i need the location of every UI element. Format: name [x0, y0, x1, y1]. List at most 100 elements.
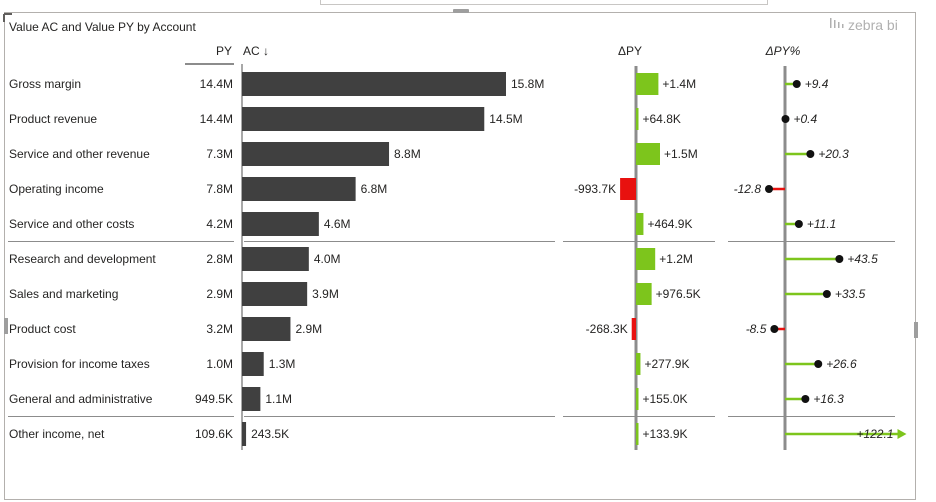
category-label[interactable]: Operating income — [9, 182, 104, 196]
delta-percent-label: +26.6 — [826, 357, 857, 371]
visual-drag-handle-icon[interactable] — [453, 9, 469, 13]
delta-percent-pin-head[interactable] — [814, 360, 823, 368]
ac-value-label: 4.0M — [314, 252, 341, 266]
category-label[interactable]: Sales and marketing — [9, 287, 118, 301]
ac-bar[interactable] — [242, 422, 247, 446]
py-value-label: 1.0M — [206, 357, 233, 371]
category-label[interactable]: Gross margin — [9, 77, 81, 91]
category-label[interactable]: Other income, net — [9, 427, 105, 441]
resize-handle-left-icon[interactable] — [4, 318, 8, 334]
ac-bar[interactable] — [242, 72, 506, 96]
delta-py-bar[interactable] — [631, 318, 636, 340]
category-label[interactable]: Research and development — [9, 252, 156, 266]
logo-stripe-icon — [830, 18, 832, 28]
delta-py-bar[interactable] — [636, 388, 639, 410]
category-label[interactable]: Service and other costs — [9, 217, 134, 231]
py-value-label: 109.6K — [195, 427, 233, 441]
delta-percent-pin-head[interactable] — [822, 290, 831, 298]
header-delta-py-percent[interactable]: ΔPY% — [765, 44, 801, 58]
chart-title: Value AC and Value PY by Account — [9, 20, 196, 34]
ac-bar[interactable] — [242, 247, 309, 271]
delta-percent-pin-head[interactable] — [781, 115, 790, 123]
delta-py-label: +155.0K — [643, 392, 688, 406]
ac-value-label: 8.8M — [394, 147, 421, 161]
delta-py-bar[interactable] — [636, 143, 660, 165]
delta-py-bar[interactable] — [636, 248, 656, 270]
header-ac[interactable]: AC ↓ — [243, 44, 269, 58]
ac-bar[interactable] — [242, 317, 291, 341]
delta-percent-pin-head[interactable] — [770, 325, 779, 333]
ac-bar[interactable] — [242, 282, 308, 306]
brand-label: zebra bi — [848, 17, 898, 33]
delta-py-bar[interactable] — [636, 73, 659, 95]
header-py[interactable]: PY — [216, 44, 232, 58]
delta-py-label: +133.9K — [643, 427, 688, 441]
py-value-label: 2.9M — [206, 287, 233, 301]
logo-stripe-icon — [834, 20, 836, 28]
delta-percent-label: +9.4 — [805, 77, 829, 91]
category-label[interactable]: Product cost — [9, 322, 76, 336]
ac-value-label: 1.1M — [265, 392, 292, 406]
delta-percent-pin-head[interactable] — [835, 255, 844, 263]
delta-py-bar[interactable] — [636, 283, 652, 305]
overflow-arrow-icon — [897, 429, 907, 439]
py-value-label: 14.4M — [200, 112, 233, 126]
delta-py-bar[interactable] — [636, 353, 641, 375]
ac-value-label: 2.9M — [295, 322, 322, 336]
delta-py-bar[interactable] — [636, 108, 639, 130]
ac-bar[interactable] — [242, 107, 485, 131]
ac-value-label: 15.8M — [511, 77, 544, 91]
delta-percent-pin-head[interactable] — [801, 395, 810, 403]
chart-rows: Gross margin 14.4M 15.8M +1.4M +9.4 Product r… — [8, 64, 907, 450]
delta-percent-label: -12.8 — [734, 182, 762, 196]
delta-percent-label: +11.1 — [807, 217, 836, 231]
ac-bar[interactable] — [242, 177, 356, 201]
delta-percent-pin-head[interactable] — [806, 150, 815, 158]
delta-percent-label: +16.3 — [813, 392, 844, 406]
category-label[interactable]: Provision for income taxes — [9, 357, 150, 371]
ac-bar[interactable] — [242, 212, 319, 236]
delta-py-label: +976.5K — [656, 287, 701, 301]
category-label[interactable]: Service and other revenue — [9, 147, 150, 161]
ac-bar[interactable] — [242, 352, 264, 376]
ac-value-label: 4.6M — [324, 217, 351, 231]
py-value-label: 7.8M — [206, 182, 233, 196]
py-value-label: 949.5K — [195, 392, 233, 406]
delta-py-label: +64.8K — [643, 112, 681, 126]
focus-corner-icon — [3, 13, 12, 22]
logo-stripe-icon — [838, 22, 840, 28]
delta-percent-pin-head[interactable] — [794, 220, 803, 228]
category-label[interactable]: General and administrative — [9, 392, 153, 406]
ac-bar[interactable] — [242, 387, 261, 411]
ac-value-label: 14.5M — [489, 112, 522, 126]
ac-bar[interactable] — [242, 142, 390, 166]
delta-py-bar[interactable] — [636, 213, 644, 235]
delta-py-bar[interactable] — [620, 178, 636, 200]
ac-value-label: 6.8M — [361, 182, 388, 196]
delta-py-label: +277.9K — [644, 357, 689, 371]
py-value-label: 2.8M — [206, 252, 233, 266]
delta-py-label: -993.7K — [574, 182, 616, 196]
delta-percent-pin-head[interactable] — [792, 80, 801, 88]
delta-percent-label: +20.3 — [818, 147, 849, 161]
delta-percent-label: +0.4 — [794, 112, 818, 126]
resize-handle-right-icon[interactable] — [914, 322, 918, 338]
zebra-bi-logo: zebra bi — [830, 17, 898, 33]
delta-py-label: +464.9K — [647, 217, 692, 231]
delta-py-bar[interactable] — [636, 423, 639, 445]
ac-value-label: 243.5K — [251, 427, 289, 441]
delta-percent-label: +122.1 — [856, 427, 893, 441]
delta-percent-label: +33.5 — [835, 287, 866, 301]
delta-percent-pin-head[interactable] — [765, 185, 773, 193]
delta-percent-label: -8.5 — [746, 322, 767, 336]
report-top-bar — [0, 0, 936, 10]
py-value-label: 14.4M — [200, 77, 233, 91]
ac-value-label: 3.9M — [312, 287, 339, 301]
delta-py-label: +1.4M — [662, 77, 696, 91]
category-label[interactable]: Product revenue — [9, 112, 97, 126]
logo-stripe-icon — [842, 24, 844, 28]
header-delta-py[interactable]: ΔPY — [618, 44, 642, 58]
search-field-edge[interactable] — [320, 0, 768, 5]
py-value-label: 3.2M — [206, 322, 233, 336]
